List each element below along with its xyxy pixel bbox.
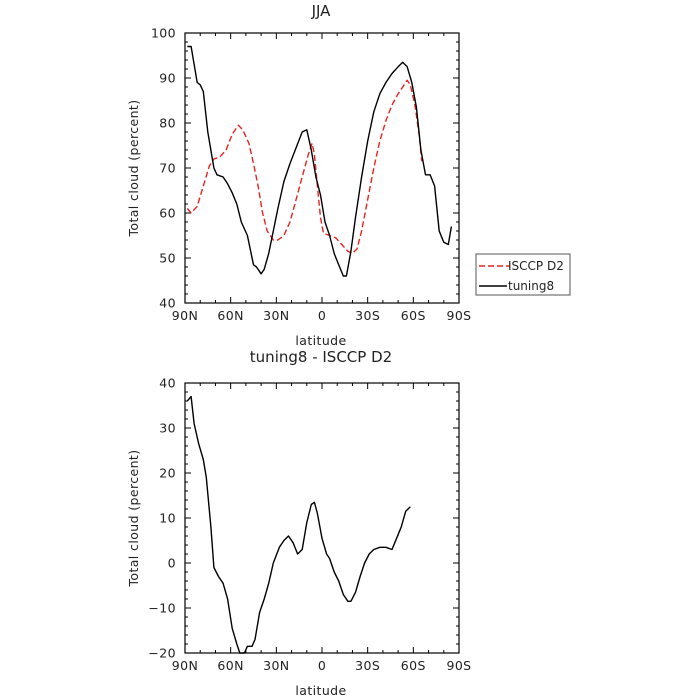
top-series-line-tuning8 bbox=[187, 45, 453, 277]
top-y-tick-label: 50 bbox=[159, 251, 176, 266]
top-x-tick-label: 60N bbox=[217, 308, 243, 323]
top-y-tick-label: 40 bbox=[159, 296, 176, 311]
bottom-x-tick-label: 30S bbox=[355, 658, 380, 673]
top-y-tick-label: 90 bbox=[159, 71, 176, 86]
bottom-y-tick-label: 10 bbox=[159, 511, 176, 526]
bottom-x-axis-label: latitude bbox=[295, 683, 346, 698]
top-y-tick-label: 100 bbox=[151, 26, 176, 41]
bottom-y-tick-label: 0 bbox=[168, 556, 176, 571]
top-x-tick-label: 0 bbox=[318, 308, 326, 323]
top-x-tick-label: 60S bbox=[401, 308, 426, 323]
top-y-tick-label: 60 bbox=[159, 206, 176, 221]
bottom-y-tick-labels: −20 −10 0 10 20 30 40 bbox=[148, 376, 176, 661]
bottom-y-tick-label: −10 bbox=[148, 601, 176, 616]
bottom-y-tick-label: 30 bbox=[159, 421, 176, 436]
bottom-x-tick-label: 60S bbox=[401, 658, 426, 673]
bottom-y-tick-label: 20 bbox=[159, 466, 176, 481]
bottom-x-tick-labels: 90N 60N 30N 0 30S 60S 90S bbox=[172, 658, 471, 673]
top-x-tick-labels: 90N 60N 30N 0 30S 60S 90S bbox=[172, 308, 471, 323]
bottom-x-tick-label: 60N bbox=[217, 658, 243, 673]
bottom-x-tick-label: 30N bbox=[263, 658, 289, 673]
top-chart-title: JJA bbox=[311, 2, 332, 20]
top-chart-panel: JJA 90N 60N 30N 0 30S 60S 90S 405060708090100 … bbox=[126, 2, 471, 348]
bottom-y-tick-label: 40 bbox=[159, 376, 176, 391]
bottom-axis-ticks bbox=[184, 382, 460, 654]
top-plot-frame bbox=[184, 32, 460, 304]
top-series-group bbox=[186, 45, 453, 277]
bottom-chart-panel: tuning8 - ISCCP D2 90N 60N 30N 0 30S 60S 90S −… bbox=[126, 348, 471, 698]
legend-label-tuning8: tuning8 bbox=[508, 279, 554, 293]
bottom-x-tick-label: 0 bbox=[318, 658, 326, 673]
legend: ISCCP D2 tuning8 bbox=[475, 253, 571, 296]
top-y-tick-label: 80 bbox=[159, 116, 176, 131]
legend-label-isccp: ISCCP D2 bbox=[508, 259, 564, 273]
bottom-x-tick-label: 90S bbox=[446, 658, 471, 673]
top-series-line-isccp-d2 bbox=[186, 79, 423, 255]
bottom-y-tick-label: −20 bbox=[148, 646, 176, 661]
top-y-axis-label: Total cloud (percent) bbox=[126, 99, 141, 237]
bottom-y-axis-label: Total cloud (percent) bbox=[126, 449, 141, 587]
bottom-plot-frame bbox=[184, 382, 460, 654]
top-x-tick-label: 90N bbox=[172, 308, 198, 323]
top-x-tick-label: 30S bbox=[355, 308, 380, 323]
top-y-tick-labels: 40 50 60 70 80 90 100 bbox=[151, 26, 176, 311]
top-y-tick-label: 70 bbox=[159, 161, 176, 176]
top-x-axis-label: latitude bbox=[295, 333, 346, 348]
legend-box bbox=[475, 253, 571, 296]
bottom-series-line-difference bbox=[186, 395, 411, 654]
top-axis-ticks bbox=[184, 32, 460, 304]
top-x-tick-label: 90S bbox=[446, 308, 471, 323]
bottom-series-group bbox=[186, 395, 411, 654]
bottom-x-tick-label: 90N bbox=[172, 658, 198, 673]
top-x-tick-label: 30N bbox=[263, 308, 289, 323]
bottom-chart-title: tuning8 - ISCCP D2 bbox=[250, 348, 392, 366]
